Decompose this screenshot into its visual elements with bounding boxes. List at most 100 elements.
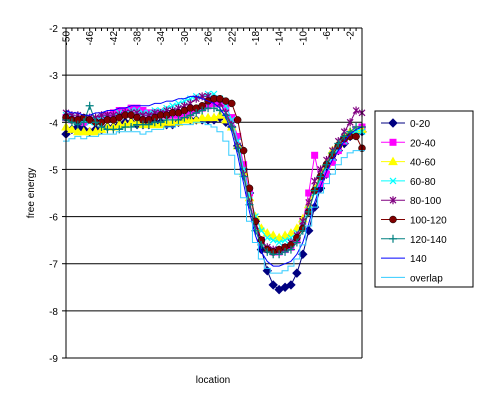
data-point	[316, 172, 325, 181]
data-point	[180, 113, 189, 122]
data-point	[286, 245, 295, 254]
x-tick-label: -50	[62, 31, 73, 46]
data-point	[352, 106, 360, 115]
data-point	[389, 215, 397, 224]
legend-item: 140	[381, 254, 427, 265]
data-point	[389, 234, 397, 243]
y-tick-label: -4	[49, 118, 58, 129]
data-point	[281, 236, 289, 244]
data-point	[268, 230, 279, 239]
data-point	[292, 268, 302, 278]
data-point	[198, 106, 207, 115]
series-140	[65, 95, 363, 267]
data-point	[228, 99, 236, 108]
y-tick-label: -3	[49, 71, 58, 82]
x-tick-label: -22	[227, 31, 238, 46]
data-point	[78, 126, 89, 136]
data-point	[197, 112, 208, 122]
y-tick-label: -5	[49, 165, 58, 176]
legend-item: 100-120	[381, 216, 447, 227]
data-point	[227, 123, 236, 131]
data-point	[185, 114, 196, 124]
x-tick-label: -42	[109, 31, 120, 46]
data-point	[269, 236, 277, 244]
data-point	[72, 126, 83, 136]
data-point	[334, 139, 343, 148]
data-point	[286, 228, 296, 237]
legend-item: 60-80	[381, 177, 436, 188]
data-point	[263, 234, 271, 242]
legend-label: 140	[410, 254, 427, 265]
data-point	[352, 132, 360, 141]
x-tick-label: -10	[298, 31, 309, 46]
data-point	[174, 115, 183, 124]
data-point	[156, 118, 165, 127]
x-tick-label: -34	[156, 31, 167, 46]
data-point	[192, 108, 201, 117]
data-point	[203, 112, 213, 122]
y-tick-label: -7	[49, 260, 58, 271]
data-point	[79, 118, 88, 127]
series-overlap	[63, 121, 365, 274]
data-point	[263, 247, 272, 256]
series-layer	[61, 90, 367, 295]
data-point	[389, 177, 397, 185]
x-tick-label: -18	[251, 31, 262, 46]
data-point	[268, 280, 278, 290]
x-tick-label: -38	[133, 31, 144, 46]
axis-layer: -2 -3 -4 -5 -6 -7 -8 -9 -50 -46 -42 -38 -34 -30 -26 -22…	[49, 24, 363, 365]
data-point	[328, 148, 337, 157]
data-point	[286, 280, 296, 290]
data-point	[311, 151, 319, 159]
data-point	[67, 118, 76, 127]
data-point	[233, 116, 242, 124]
x-tick-label: -26	[204, 31, 215, 46]
legend-label: 20-40	[410, 138, 436, 149]
data-point	[281, 247, 290, 256]
y-tick-label: -9	[49, 354, 58, 365]
x-tick-label: -30	[180, 31, 191, 46]
data-point	[340, 132, 349, 141]
data-point	[346, 118, 354, 127]
x-tick-label: -6	[322, 31, 333, 40]
data-point	[210, 104, 218, 113]
data-point	[388, 118, 398, 128]
data-point	[389, 138, 397, 146]
legend-item: overlap	[381, 273, 443, 284]
y-tick-label: -8	[49, 307, 58, 318]
x-tick-label: -46	[85, 31, 96, 46]
data-point	[275, 250, 284, 259]
legend-item: 40-60	[381, 156, 436, 169]
series-line	[63, 121, 365, 274]
data-point	[275, 239, 283, 246]
x-tick-label: -14	[275, 31, 286, 46]
x-tick-label: -2	[346, 31, 357, 40]
data-point	[389, 196, 397, 205]
data-point	[262, 228, 273, 237]
legend-label: overlap	[410, 273, 443, 284]
data-point	[310, 186, 319, 195]
data-point	[73, 120, 82, 129]
data-point	[85, 101, 94, 110]
data-point	[91, 118, 100, 127]
data-point	[322, 160, 331, 169]
x-axis-label: location	[196, 375, 230, 386]
y-tick-label: -2	[49, 24, 58, 35]
legend: 0-20 20-40 40-60 60-80 80-100 100-120 120-140 1…	[374, 110, 474, 288]
legend-label: 120-140	[410, 235, 447, 246]
data-point	[84, 126, 95, 136]
y-axis-label: free energy	[26, 168, 37, 219]
data-point	[97, 123, 106, 131]
legend-item: 120-140	[381, 234, 447, 246]
data-point	[233, 144, 242, 153]
data-point	[144, 120, 153, 129]
data-point	[127, 123, 136, 131]
data-point	[239, 146, 248, 155]
y-tick-label: -6	[49, 213, 58, 224]
data-point	[388, 156, 398, 166]
legend-item: 80-100	[381, 196, 442, 207]
legend-label: 60-80	[410, 177, 436, 188]
data-point	[292, 238, 301, 247]
legend-item: 20-40	[381, 138, 436, 149]
